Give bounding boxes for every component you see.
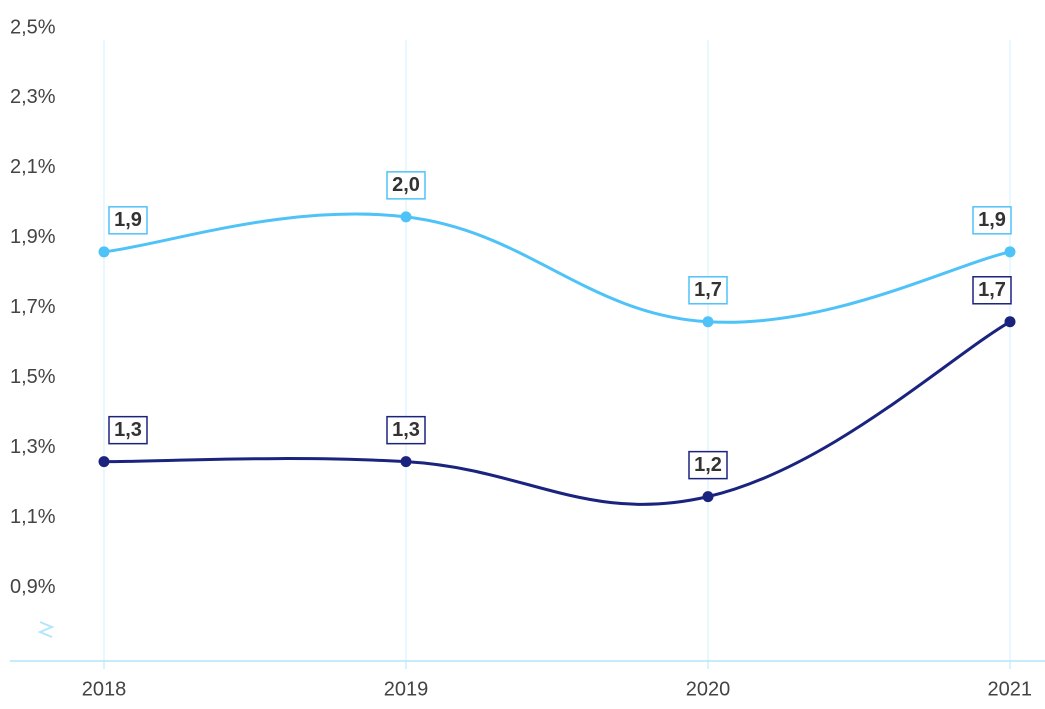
data-point bbox=[1004, 316, 1016, 328]
axis-break-icon bbox=[37, 621, 55, 638]
data-label-box bbox=[972, 276, 1012, 305]
data-point bbox=[702, 491, 714, 503]
data-label-box bbox=[688, 276, 728, 305]
y-tick-label: 1,9% bbox=[10, 226, 56, 248]
series-line bbox=[103, 320, 1011, 506]
data-point bbox=[1004, 246, 1016, 258]
data-label-box bbox=[108, 206, 148, 235]
data-label: 1,3 bbox=[114, 419, 142, 441]
data-point bbox=[400, 456, 412, 468]
x-tick-label: 2019 bbox=[384, 678, 429, 700]
data-point bbox=[400, 211, 412, 223]
series-line bbox=[103, 212, 1011, 324]
data-label-box bbox=[386, 171, 426, 200]
data-label-box bbox=[972, 206, 1012, 235]
data-label-box bbox=[386, 415, 426, 445]
y-tick-label: 1,5% bbox=[10, 366, 56, 388]
data-label-box bbox=[688, 450, 728, 480]
y-tick-label: 2,3% bbox=[10, 86, 56, 108]
x-tick-label: 2018 bbox=[82, 678, 127, 700]
y-tick-label: 2,1% bbox=[10, 156, 56, 178]
y-tick-label: 2,5% bbox=[10, 16, 56, 38]
y-tick-label: 1,7% bbox=[10, 296, 56, 318]
data-label: 1,2 bbox=[694, 454, 722, 476]
data-point bbox=[702, 316, 714, 328]
data-label: 1,7 bbox=[694, 279, 722, 301]
data-label-box bbox=[108, 415, 148, 445]
x-tick-label: 2020 bbox=[686, 678, 731, 700]
data-point bbox=[98, 246, 110, 258]
y-tick-label: 0,9% bbox=[10, 576, 56, 598]
data-label: 2,0 bbox=[392, 174, 420, 196]
data-label: 1,3 bbox=[392, 419, 420, 441]
x-tick-label: 2021 bbox=[988, 678, 1033, 700]
y-tick-label: 1,1% bbox=[10, 506, 56, 528]
data-point bbox=[98, 456, 110, 468]
data-label: 1,9 bbox=[978, 209, 1006, 231]
y-tick-label: 1,3% bbox=[10, 436, 56, 458]
data-label: 1,9 bbox=[114, 209, 142, 231]
data-label: 1,7 bbox=[978, 279, 1006, 301]
